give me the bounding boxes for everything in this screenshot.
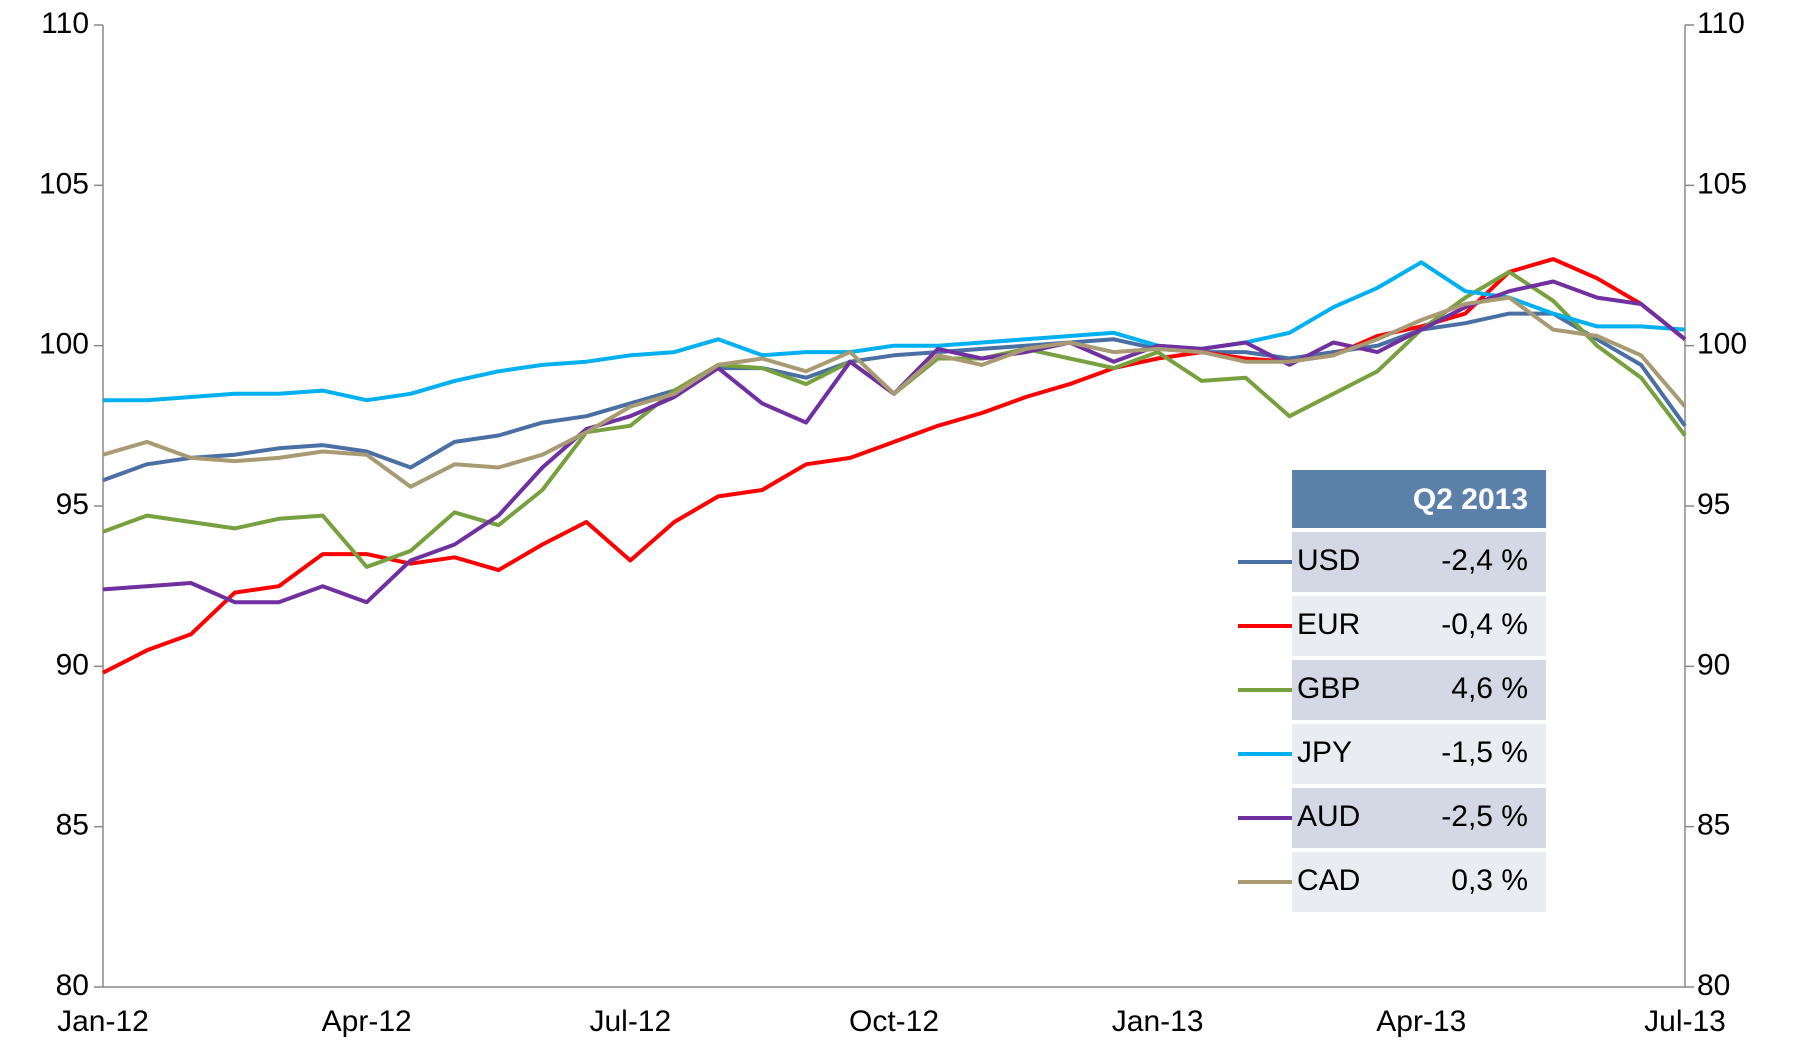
series-line	[102, 295, 1687, 489]
y-tick-label: 105	[39, 167, 89, 200]
legend-value: -0,4 %	[1441, 608, 1528, 641]
legend-name: CAD	[1297, 864, 1360, 897]
y2-tick-label: 80	[1697, 969, 1730, 1002]
y2-tick-label: 85	[1697, 809, 1730, 842]
legend-name: USD	[1297, 544, 1360, 577]
legend-row	[1292, 852, 1546, 912]
series-line	[102, 311, 1687, 483]
y2-tick-label: 90	[1697, 648, 1730, 681]
y-tick-label: 80	[56, 969, 89, 1002]
legend-value: 4,6 %	[1451, 672, 1528, 705]
legend-value: 0,3 %	[1451, 864, 1528, 897]
x-tick-label: Oct-12	[849, 1005, 939, 1038]
legend-row	[1292, 788, 1546, 848]
x-tick-label: Apr-12	[322, 1005, 412, 1038]
legend-row	[1292, 660, 1546, 720]
legend-header	[1292, 470, 1546, 528]
y-tick-label: 85	[56, 809, 89, 842]
legend-row	[1292, 724, 1546, 784]
legend-name: EUR	[1297, 608, 1360, 641]
y2-tick-label: 110	[1697, 7, 1745, 40]
y2-tick-label: 105	[1697, 167, 1747, 200]
legend-row	[1292, 532, 1546, 592]
y-tick-label: 100	[39, 328, 89, 361]
x-tick-label: Jan-12	[57, 1005, 149, 1038]
x-tick-label: Jan-13	[1112, 1005, 1204, 1038]
series-line	[102, 257, 1687, 675]
y-tick-label: 110	[41, 7, 89, 40]
x-tick-label: Apr-13	[1376, 1005, 1466, 1038]
legend-value: -1,5 %	[1441, 736, 1528, 769]
legend-title: Q2 2013	[1413, 483, 1528, 516]
series-line	[103, 260, 1686, 403]
legend-value: -2,4 %	[1441, 544, 1528, 577]
x-tick-label: Jul-12	[589, 1005, 671, 1038]
legend-name: AUD	[1297, 800, 1360, 833]
legend-name: JPY	[1297, 736, 1352, 769]
y-tick-label: 90	[56, 648, 89, 681]
y2-tick-label: 100	[1697, 328, 1747, 361]
y2-tick-label: 95	[1697, 488, 1730, 521]
y-tick-label: 95	[56, 488, 89, 521]
x-tick-label: Jul-13	[1644, 1005, 1726, 1038]
legend-value: -2,5 %	[1441, 800, 1528, 833]
legend-name: GBP	[1297, 672, 1360, 705]
legend-row	[1292, 596, 1546, 656]
